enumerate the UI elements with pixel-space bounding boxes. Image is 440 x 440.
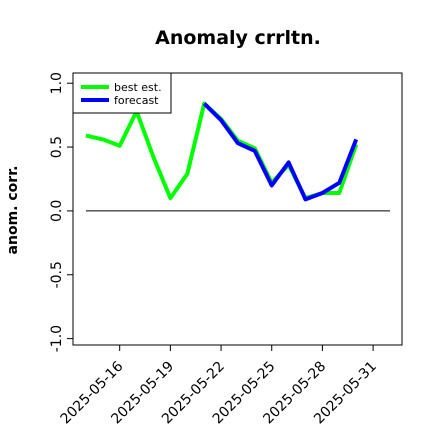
- y-axis-label: anom. corr.: [5, 166, 21, 255]
- plot-area: -1.0-0.50.00.51.02025-05-162025-05-19202…: [49, 72, 403, 427]
- y-tick-label: -1.0: [49, 325, 65, 352]
- legend-label: best est.: [114, 81, 162, 94]
- series-line-forecast: [202, 102, 359, 202]
- y-tick-label: -0.5: [49, 261, 65, 288]
- y-tick-label: 0.5: [49, 136, 65, 158]
- y-tick-label: 1.0: [49, 72, 65, 94]
- chart-title: Anomaly crrltn.: [155, 27, 321, 49]
- legend-label: forecast: [114, 94, 159, 107]
- y-tick-label: 0.0: [49, 200, 65, 222]
- legend-box: [72, 72, 172, 114]
- plot-frame: [72, 72, 403, 346]
